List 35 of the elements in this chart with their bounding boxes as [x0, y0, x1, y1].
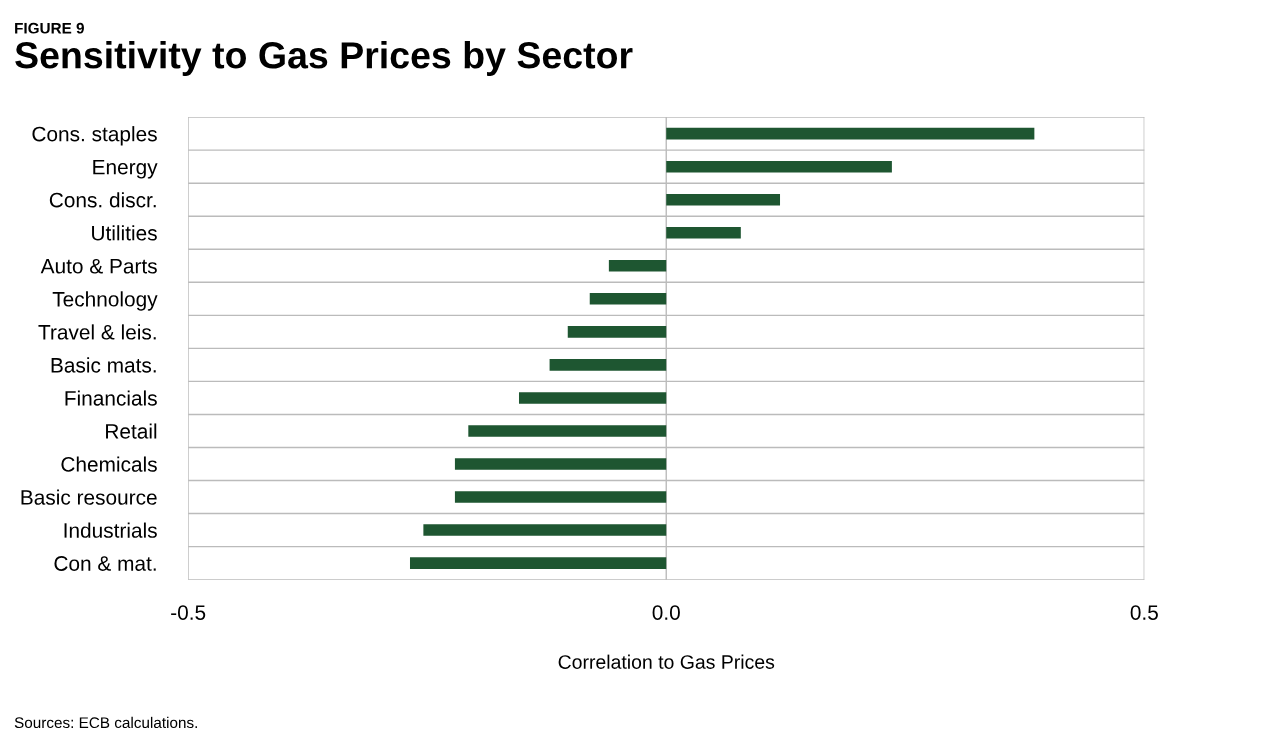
bar	[666, 127, 1035, 140]
x-tick-label: 0.0	[652, 605, 680, 620]
y-tick-label: Energy	[93, 159, 158, 179]
bar	[549, 359, 667, 371]
y-tick-label: Con & mat.	[54, 556, 156, 571]
bar	[666, 160, 892, 173]
source-note: Sources: ECB calculations.	[14, 716, 197, 729]
x-tick-label: 0.5	[1130, 605, 1158, 620]
bar	[666, 193, 781, 206]
y-tick-label: Cons. discr.	[49, 192, 156, 208]
bar	[454, 458, 667, 470]
bar	[589, 293, 667, 305]
x-tick-label: -0.5	[171, 605, 206, 620]
y-tick-label: Utilities	[92, 225, 157, 241]
bar	[454, 491, 667, 503]
bar	[518, 392, 667, 404]
x-axis-title: Correlation to Gas Prices	[558, 654, 775, 669]
y-tick-label: Auto & Parts	[40, 258, 157, 274]
bar	[468, 425, 667, 437]
bar	[423, 524, 667, 536]
bar	[567, 326, 667, 338]
bar	[409, 557, 667, 569]
bar	[666, 226, 741, 239]
y-tick-label: Technology	[52, 291, 158, 311]
bar	[608, 260, 667, 272]
y-tick-label: Financials	[65, 390, 157, 406]
y-tick-label: Basic mats.	[51, 357, 156, 373]
y-tick-label: Basic resource	[21, 489, 157, 505]
chart-title: Sensitivity to Gas Prices by Sector	[15, 41, 633, 76]
y-tick-label: Retail	[106, 423, 157, 439]
text: FIGURE 9	[15, 22, 84, 34]
y-tick-label: Industrials	[64, 522, 157, 538]
y-tick-label: Travel & leis.	[38, 324, 156, 340]
y-tick-label: Chemicals	[61, 456, 157, 472]
y-tick-label: Cons. staples	[32, 126, 157, 146]
